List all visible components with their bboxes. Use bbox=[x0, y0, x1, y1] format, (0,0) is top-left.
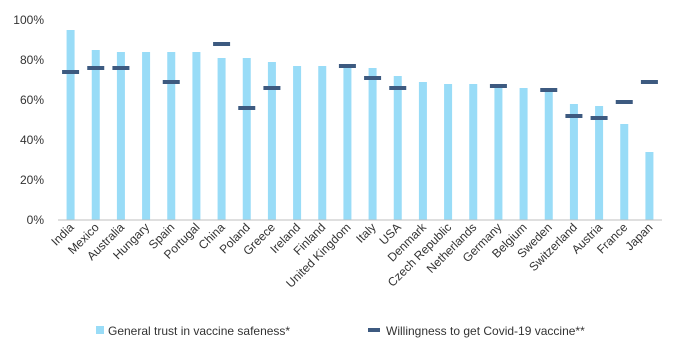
legend-swatch-willingness bbox=[368, 328, 380, 332]
bar-denmark bbox=[418, 82, 427, 220]
legend-label-trust: General trust in vaccine safeness* bbox=[108, 324, 290, 338]
bar-finland bbox=[318, 66, 327, 220]
y-tick-label: 60% bbox=[20, 93, 44, 107]
marker-usa bbox=[389, 86, 407, 90]
marker-united-kingdom bbox=[338, 64, 356, 68]
bar-china bbox=[217, 58, 226, 220]
x-tick-label: Japan bbox=[623, 220, 656, 253]
bar-france bbox=[620, 124, 629, 220]
bar-spain bbox=[167, 52, 176, 220]
marker-switzerland bbox=[565, 114, 583, 118]
bar-greece bbox=[267, 62, 276, 220]
bar-india bbox=[66, 30, 75, 220]
x-tick-label: Italy bbox=[353, 220, 378, 245]
marker-spain bbox=[162, 80, 180, 84]
marker-mexico bbox=[87, 66, 105, 70]
bar-australia bbox=[116, 52, 125, 220]
y-tick-label: 40% bbox=[20, 133, 44, 147]
legend: General trust in vaccine safeness* Willi… bbox=[96, 324, 585, 338]
marker-china bbox=[213, 42, 231, 46]
bar-switzerland bbox=[569, 104, 578, 220]
y-tick-label: 0% bbox=[27, 213, 45, 227]
bar-sweden bbox=[544, 88, 553, 220]
bar-austria bbox=[595, 106, 604, 220]
marker-poland bbox=[238, 106, 256, 110]
marker-sweden bbox=[540, 88, 558, 92]
marker-greece bbox=[263, 86, 281, 90]
y-tick-label: 20% bbox=[20, 173, 44, 187]
marker-germany bbox=[489, 84, 507, 88]
bar-usa bbox=[393, 76, 402, 220]
marker-india bbox=[62, 70, 80, 74]
x-axis-labels: IndiaMexicoAustraliaHungarySpainPortugal… bbox=[48, 220, 655, 291]
bar-mexico bbox=[91, 50, 100, 220]
marker-italy bbox=[364, 76, 382, 80]
y-tick-label: 100% bbox=[13, 13, 44, 27]
bar-netherlands bbox=[469, 84, 478, 220]
bar-japan bbox=[645, 152, 654, 220]
bar-united-kingdom bbox=[343, 64, 352, 220]
marker-australia bbox=[112, 66, 130, 70]
bar-ireland bbox=[293, 66, 302, 220]
bar-series bbox=[66, 30, 654, 220]
marker-austria bbox=[590, 116, 608, 120]
marker-japan bbox=[640, 80, 658, 84]
y-axis: 0% 20% 40% 60% 80% 100% bbox=[13, 13, 44, 227]
bar-portugal bbox=[192, 52, 201, 220]
bar-belgium bbox=[519, 88, 528, 220]
bar-italy bbox=[368, 68, 377, 220]
y-tick-label: 80% bbox=[20, 53, 44, 67]
marker-france bbox=[615, 100, 633, 104]
legend-swatch-trust bbox=[96, 326, 104, 334]
legend-label-willingness: Willingness to get Covid-19 vaccine** bbox=[386, 324, 585, 338]
bar-hungary bbox=[142, 52, 151, 220]
bar-poland bbox=[242, 58, 251, 220]
marker-series bbox=[62, 42, 658, 120]
bar-czech-republic bbox=[444, 84, 453, 220]
bar-germany bbox=[494, 86, 503, 220]
